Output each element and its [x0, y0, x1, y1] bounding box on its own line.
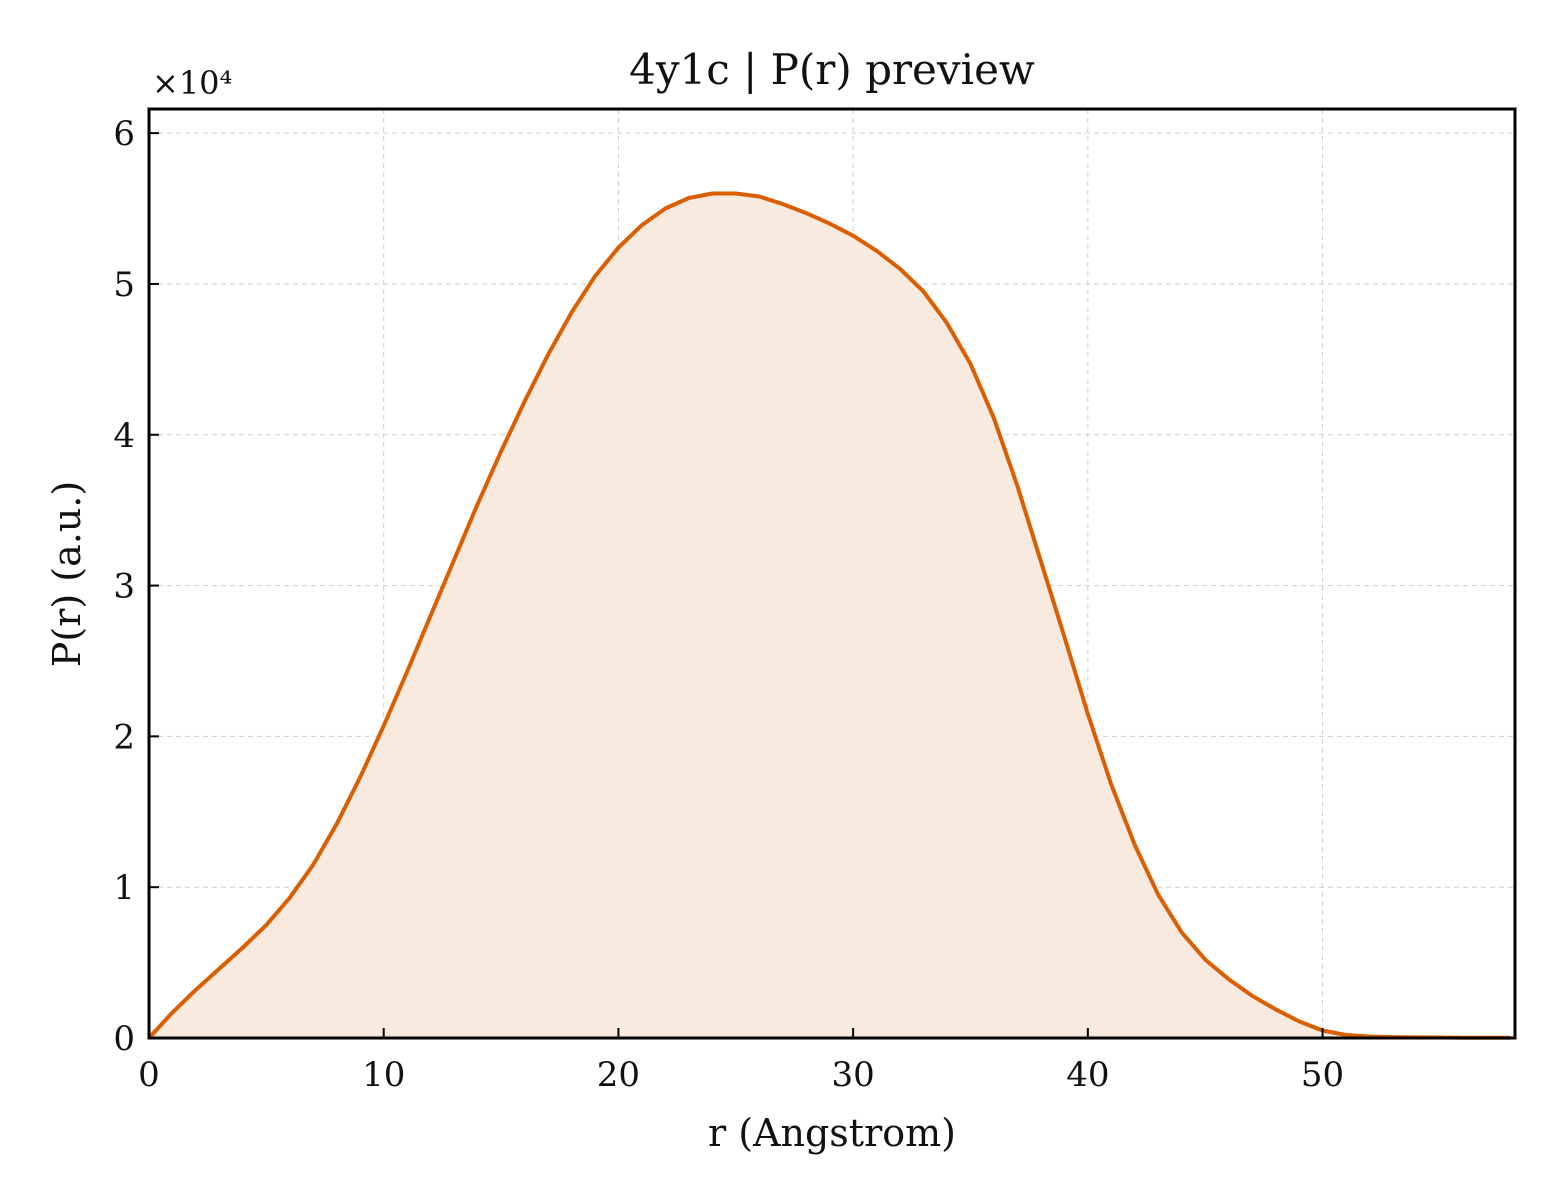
- x-tick-label: 10: [362, 1055, 405, 1095]
- y-tick-label: 5: [113, 265, 135, 305]
- plot-frame: [147, 107, 1517, 1040]
- y-tick-label: 3: [113, 567, 135, 607]
- y-tick-label: 1: [113, 868, 135, 908]
- chart-title: 4y1c | P(r) preview: [629, 45, 1035, 94]
- x-tick-label: 20: [597, 1055, 640, 1095]
- axis-ticks: 0 10 20 30 40 50 0 1 2 3 4 5 6: [113, 114, 1344, 1095]
- y-tick-label: 6: [113, 114, 135, 154]
- y-tick-label: 0: [113, 1019, 135, 1059]
- x-tick-label: 30: [831, 1055, 874, 1095]
- x-tick-label: 40: [1066, 1055, 1109, 1095]
- x-axis-label: r (Angstrom): [708, 1111, 956, 1155]
- pr-area-fill: [149, 193, 1511, 1038]
- y-tick-label: 2: [113, 717, 135, 757]
- x-tick-label: 50: [1301, 1055, 1344, 1095]
- y-tick-label: 4: [113, 416, 135, 456]
- y-scale-label: ×10⁴: [152, 64, 232, 102]
- y-axis-label: P(r) (a.u.): [45, 481, 89, 667]
- x-tick-label: 0: [138, 1055, 160, 1095]
- pr-curve-line: [147, 191, 1511, 1040]
